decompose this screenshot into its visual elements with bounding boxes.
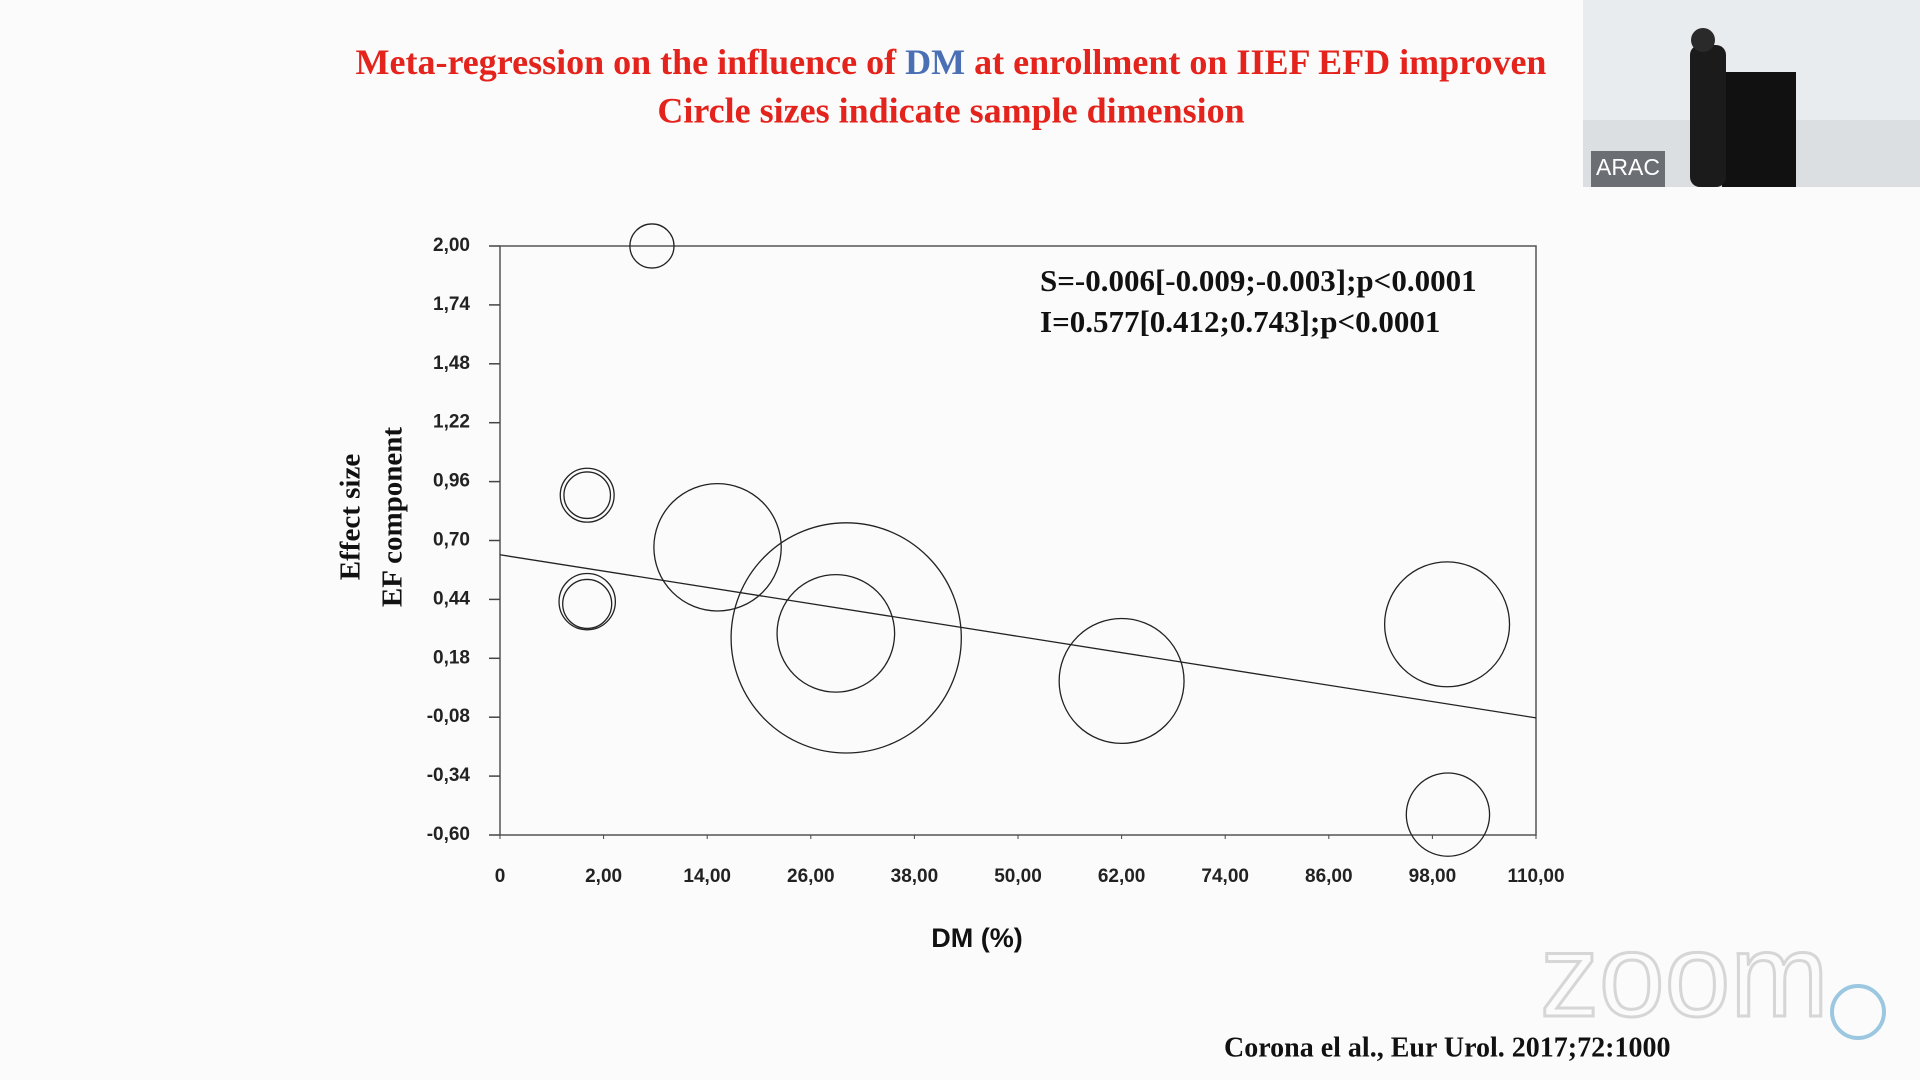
y-tick-label: 0,44 [433, 588, 470, 609]
regression-line [499, 554, 1537, 719]
x-tick-label: 26,00 [787, 866, 835, 887]
x-tick-label: 2,00 [585, 866, 622, 887]
y-tick-label: 1,74 [433, 294, 470, 315]
x-tick-label: 50,00 [994, 866, 1042, 887]
y-tick-label: 1,48 [433, 353, 470, 374]
video-label-bg [1591, 151, 1665, 187]
x-tick-label: 86,00 [1305, 866, 1353, 887]
y-axis-title-line: EF component [377, 427, 409, 608]
watermark: zoom [1540, 910, 1829, 1042]
bubble [1405, 772, 1491, 857]
bubble [559, 467, 615, 523]
y-tick-label: -0,34 [427, 765, 471, 786]
y-axis-title-line: Effect size [335, 454, 367, 581]
x-axis-title: DM (%) [931, 923, 1022, 953]
y-tick-label: 0,96 [433, 471, 470, 492]
bubble [730, 522, 962, 754]
speaker [1690, 45, 1726, 187]
title-part: Meta-regression on the influence of [356, 42, 906, 82]
title-part: at enrollment on IIEF EFD improven [965, 42, 1546, 82]
bubble [562, 578, 613, 630]
x-tick-label: 74,00 [1201, 866, 1249, 887]
y-axis-title: Effect size EF component [335, 427, 409, 608]
x-tick-label: 98,00 [1409, 866, 1457, 887]
x-tick-label: 110,00 [1507, 866, 1564, 887]
bubble [558, 572, 617, 631]
bubble [629, 223, 675, 269]
x-tick-label: 0 [495, 866, 506, 887]
podium [1722, 72, 1796, 187]
bubble [1058, 617, 1185, 745]
annotation: S=-0.006[-0.009;-0.003];p<0.0001 [1040, 263, 1477, 298]
citation: Corona el al., Eur Urol. 2017;72:1000 [1224, 1032, 1670, 1063]
chart-subtitle: Circle sizes indicate sample dimension [657, 90, 1244, 130]
x-tick-label: 38,00 [891, 866, 939, 887]
y-tick-label: 0,18 [433, 647, 470, 668]
video-label: ARAC [1596, 154, 1660, 180]
logo [1830, 984, 1886, 1040]
y-tick-label: -0,08 [427, 706, 470, 727]
y-tick-label: 1,22 [433, 412, 470, 433]
y-tick-label: 2,00 [433, 235, 470, 256]
y-tick-label: -0,60 [427, 824, 470, 845]
x-tick-label: 14,00 [683, 866, 731, 887]
x-tick-label: 62,00 [1098, 866, 1146, 887]
speaker-head [1691, 28, 1715, 52]
bubble [1383, 561, 1511, 688]
video-overlay: ARAC [1583, 0, 1920, 187]
y-tick-label: 0,70 [433, 530, 470, 551]
annotation: I=0.577[0.412;0.743];p<0.0001 [1040, 304, 1440, 339]
bubble [563, 471, 612, 520]
title-part: DM [905, 42, 965, 82]
bubble [776, 573, 896, 693]
bubble [653, 482, 782, 612]
chart-title: Meta-regression on the influence of DM a… [356, 42, 1547, 82]
